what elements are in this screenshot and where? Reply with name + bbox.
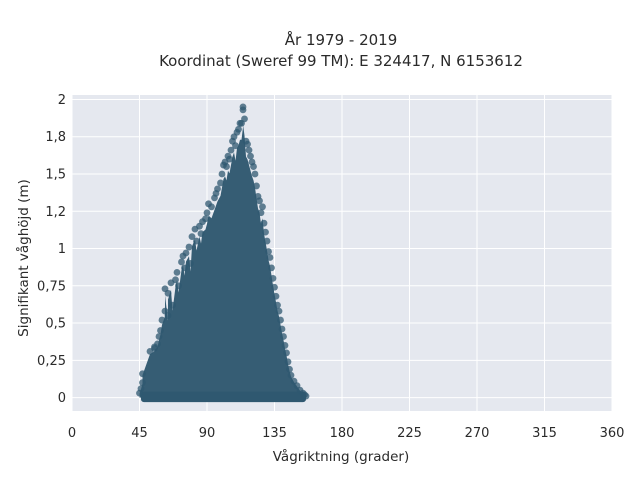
y-tick-label: 1,5 <box>45 168 66 183</box>
scatter-point <box>188 233 196 241</box>
scatter-point <box>235 125 242 133</box>
scatter-point <box>277 316 284 324</box>
scatter-point <box>283 349 290 357</box>
scatter-point <box>265 248 272 255</box>
scatter-point <box>172 276 179 284</box>
scatter-point <box>263 237 271 245</box>
y-axis-title: Signifikant våghöjd (m) <box>15 179 32 337</box>
scatter-point <box>155 333 163 340</box>
scatter-point <box>251 170 259 178</box>
scatter-point <box>274 301 281 309</box>
scatter-point <box>268 264 275 272</box>
x-tick-label: 90 <box>199 426 216 441</box>
scatter-point <box>169 301 176 309</box>
x-tick-label: 225 <box>397 426 422 441</box>
chart-title-line-1: År 1979 - 2019 <box>285 30 398 49</box>
scatter-point <box>241 115 248 123</box>
scatter-point <box>272 292 280 300</box>
scatter-point <box>217 179 224 187</box>
scatter-point <box>281 342 289 349</box>
scatter-point <box>223 163 230 170</box>
scatter-point <box>245 146 253 154</box>
scatter-point <box>181 264 188 272</box>
scatter-point <box>202 215 209 223</box>
scatter-point <box>182 249 190 257</box>
y-tick-label: 2 <box>58 93 66 108</box>
scatter-point <box>178 258 185 266</box>
scatter-point <box>260 219 268 227</box>
scatter-point <box>247 152 254 160</box>
scatter-point <box>244 140 251 148</box>
scatter-point <box>214 185 221 193</box>
scatter-point <box>286 365 293 373</box>
scatter-point <box>197 230 205 238</box>
scatter-density-cloud <box>139 124 306 403</box>
scatter-point <box>164 312 172 320</box>
scatter-point <box>275 307 283 315</box>
x-tick-label: 45 <box>131 426 148 441</box>
scatter-baseline-band <box>141 391 306 403</box>
scatter-point <box>287 371 295 379</box>
scatter-point <box>154 340 161 348</box>
y-tick-label: 1,2 <box>45 205 66 220</box>
scatter-point <box>262 228 269 236</box>
scatter-point <box>227 146 235 154</box>
scatter-point <box>139 379 146 387</box>
scatter-point <box>257 209 265 217</box>
scatter-point <box>218 170 226 178</box>
x-tick-label: 315 <box>532 426 557 441</box>
scatter-point <box>187 260 194 267</box>
y-tick-label: 1,8 <box>45 130 66 145</box>
scatter-point <box>253 182 260 190</box>
scatter-point <box>239 103 247 111</box>
scatter-point <box>256 197 263 205</box>
scatter-point <box>232 142 239 150</box>
scatter-point <box>185 243 193 251</box>
scatter-cloud-core <box>139 124 306 398</box>
scatter-point <box>158 316 166 324</box>
scatter-point <box>157 327 164 334</box>
scatter-point <box>302 392 310 400</box>
scatter-point <box>164 289 172 297</box>
y-tick-label: 0,25 <box>37 354 66 369</box>
x-tick-label: 135 <box>262 426 287 441</box>
scatter-point <box>175 282 182 290</box>
y-tick-label: 0 <box>58 391 66 406</box>
x-axis-ticks: 0 45 90 135 180 225 270 315 360 <box>68 426 625 441</box>
scatter-point <box>259 203 266 211</box>
scatter-point <box>280 333 287 340</box>
x-tick-label: 0 <box>68 426 76 441</box>
scatter-point <box>284 358 292 366</box>
grid-lines <box>71 95 613 411</box>
scatter-point <box>226 155 233 163</box>
scatter-point <box>266 254 274 261</box>
chart-title-line-2: Koordinat (Sweref 99 TM): E 324417, N 61… <box>159 52 523 70</box>
y-tick-label: 0,5 <box>45 317 66 332</box>
x-tick-label: 360 <box>600 426 625 441</box>
y-tick-label: 0,75 <box>37 279 66 294</box>
scatter-point <box>250 163 257 170</box>
y-tick-label: 1 <box>58 242 66 257</box>
scatter-point <box>278 325 286 333</box>
scatter-point <box>271 283 278 291</box>
scatter-point <box>203 209 211 217</box>
scatter-point <box>269 274 277 282</box>
scatter-points <box>136 103 310 400</box>
scatter-point <box>139 370 146 378</box>
scatter-point <box>173 268 181 276</box>
x-axis-title: Vågriktning (grader) <box>273 448 410 465</box>
scatter-point <box>193 237 200 245</box>
scatter-point <box>137 385 145 393</box>
x-tick-label: 180 <box>330 426 355 441</box>
y-axis-ticks: 0 0,25 0,5 0,75 1 1,2 1,5 1,8 2 <box>37 93 66 406</box>
scatter-point <box>208 203 215 211</box>
x-tick-label: 270 <box>465 426 490 441</box>
